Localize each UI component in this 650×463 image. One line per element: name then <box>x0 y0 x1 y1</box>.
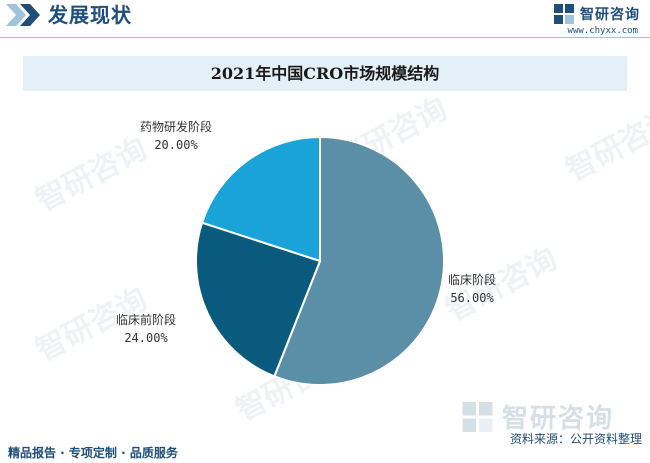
header: 发展现状 <box>0 0 150 30</box>
header-divider <box>0 37 650 38</box>
slice-label-drug-discovery: 药物研发阶段 20.00% <box>140 118 212 154</box>
slice-label-preclinical: 临床前阶段 24.00% <box>116 311 176 347</box>
source-note: 资料来源：公开资料整理 <box>509 432 642 446</box>
brand: 智研咨询 <box>554 4 640 24</box>
double-chevron-icon <box>6 4 40 26</box>
slice-label-value: 56.00% <box>450 291 494 305</box>
slice-label-clinical: 临床阶段 56.00% <box>448 271 496 307</box>
slice-label-name: 临床前阶段 <box>116 313 177 327</box>
slice-label-value: 24.00% <box>124 331 168 345</box>
page-title: 发展现状 <box>48 3 132 27</box>
brand-logo-icon <box>554 4 574 24</box>
chart-title-band: 2021年中国CRO市场规模结构 <box>23 56 627 91</box>
footer-logo-name: 智研咨询 <box>502 404 615 434</box>
chart-title: 2021年中国CRO市场规模结构 <box>210 64 440 83</box>
slice-label-name: 临床阶段 <box>448 273 497 287</box>
brand-name: 智研咨询 <box>580 7 640 23</box>
slice-label-value: 20.00% <box>154 138 198 152</box>
brand-logo-icon <box>462 401 493 432</box>
pie-slice-preclinical <box>195 221 322 378</box>
brand-url: www.chyxx.com <box>567 26 638 36</box>
footer-tagline: 精品报告 · 专项定制 · 品质服务 <box>8 446 178 460</box>
slice-label-name: 药物研发阶段 <box>140 120 213 134</box>
footer-logo: 智研咨询 <box>462 398 614 435</box>
pie-slice-clinical <box>273 135 445 386</box>
pie-slice-drug-discovery <box>200 135 321 263</box>
